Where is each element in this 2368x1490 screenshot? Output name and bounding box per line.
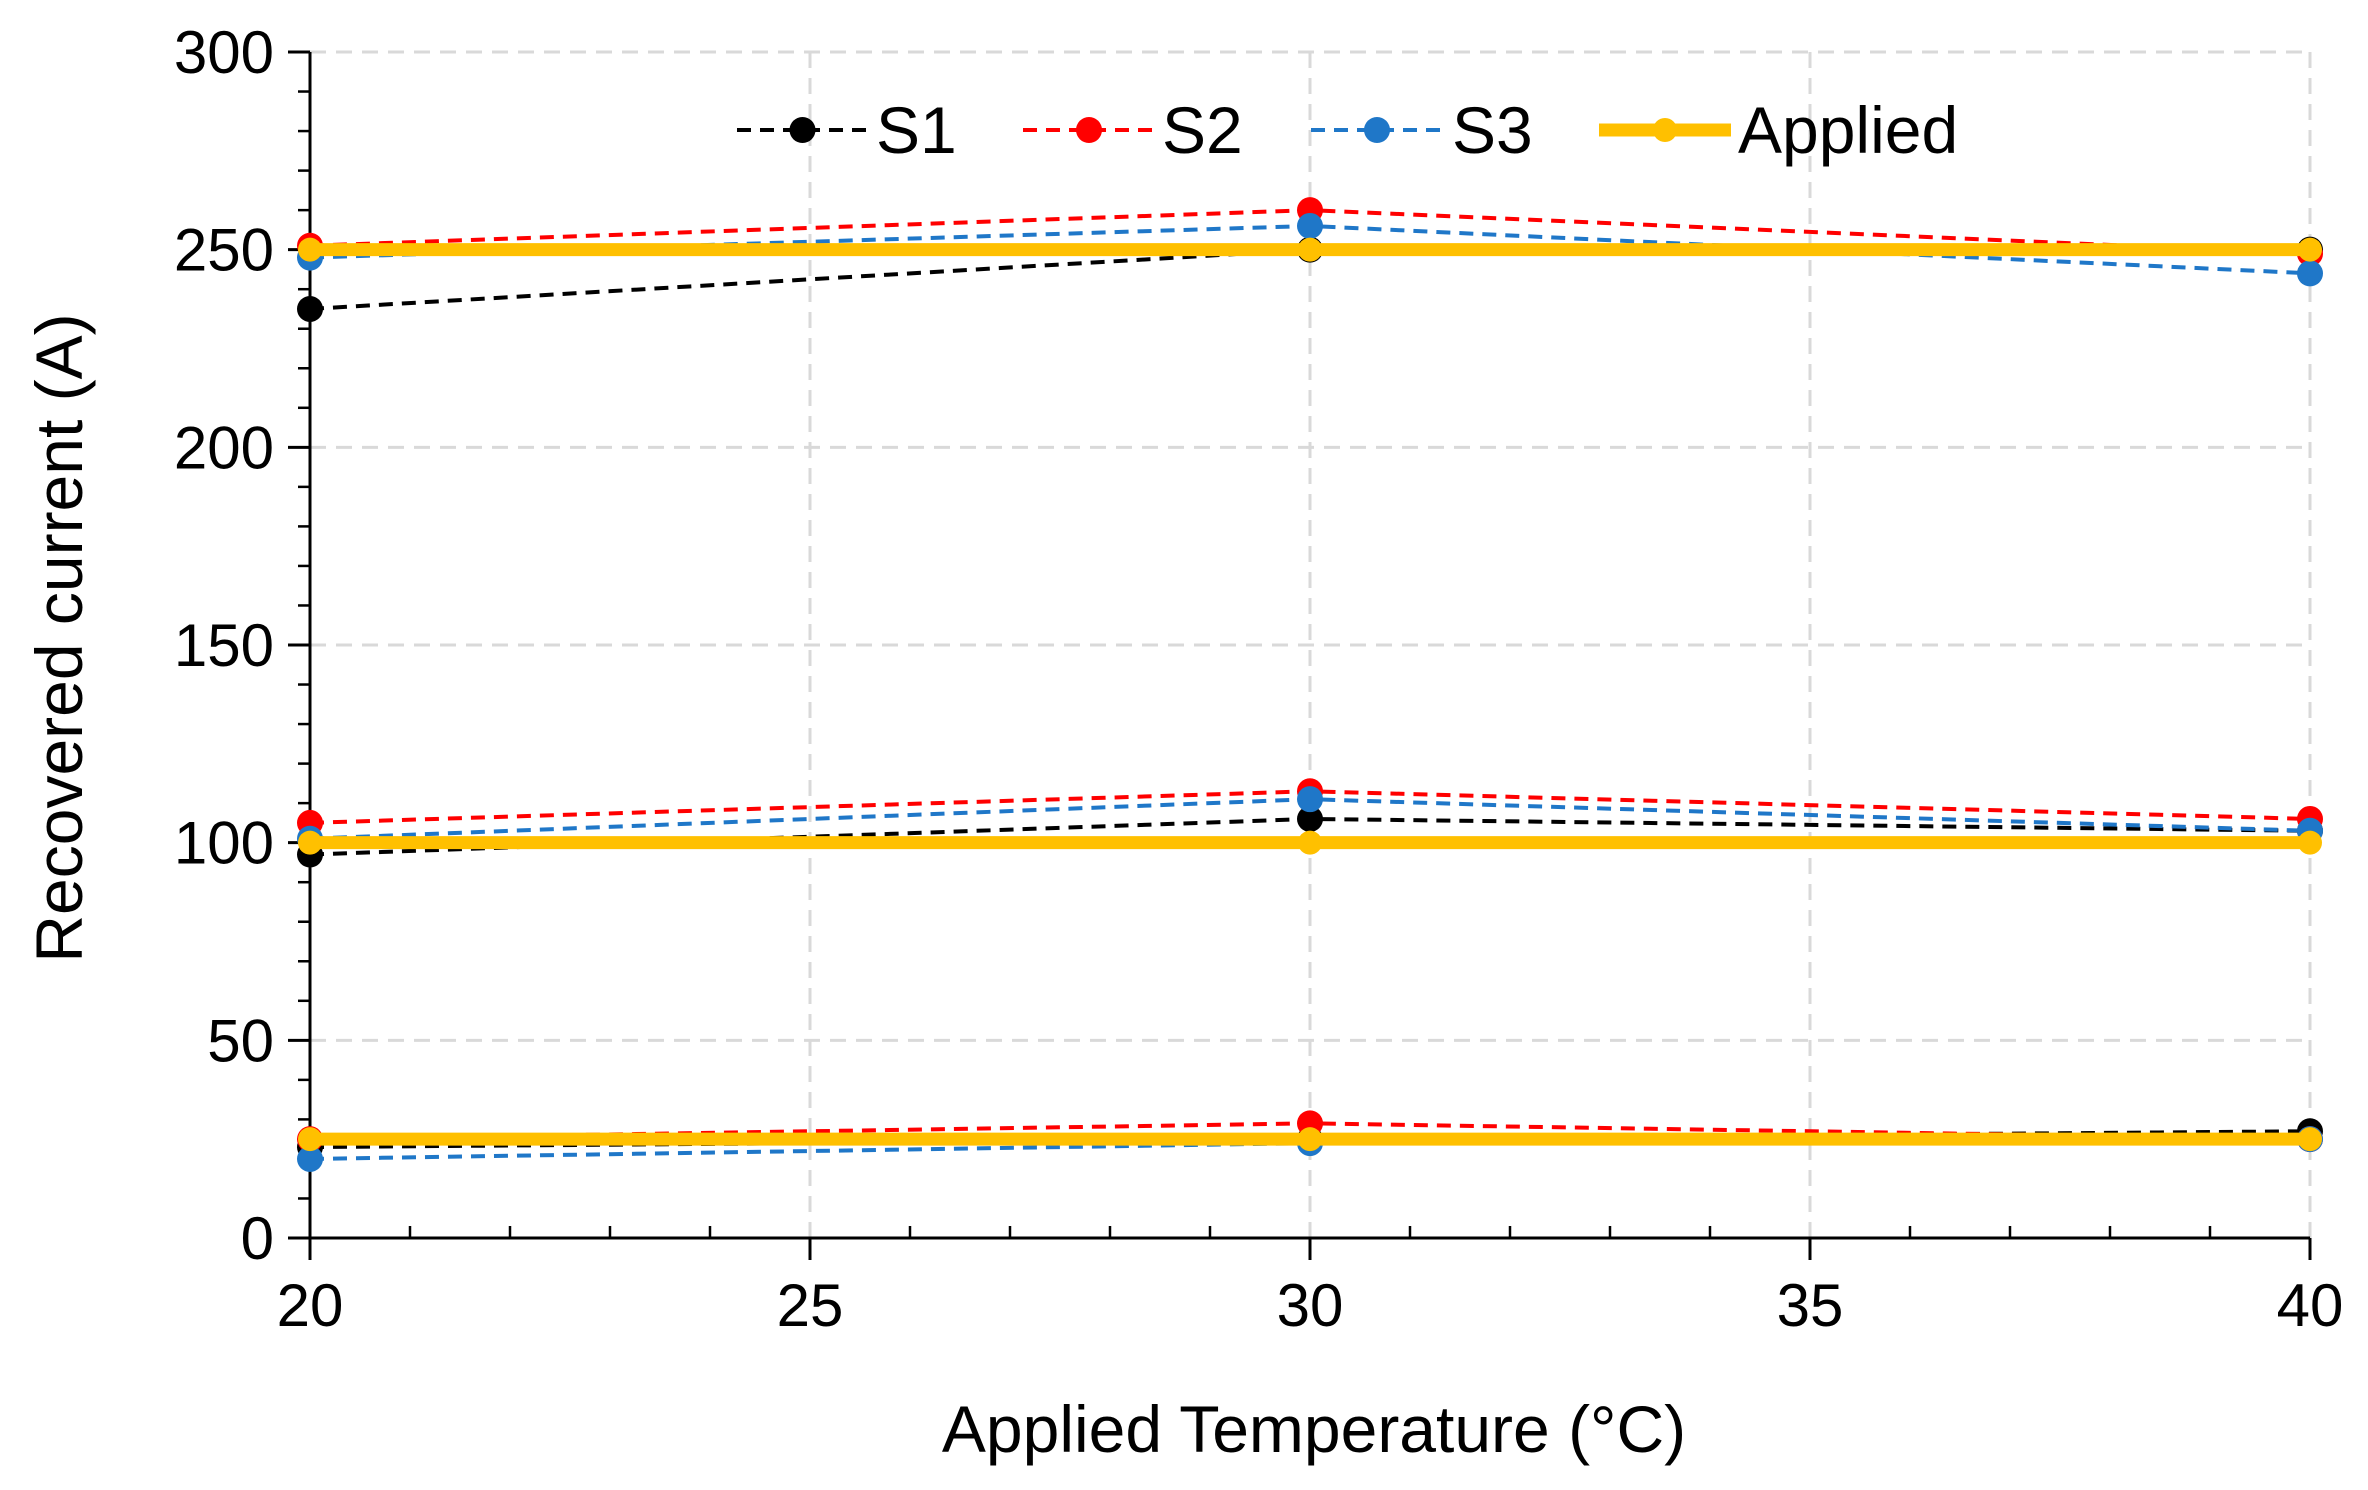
y-tick-label: 200: [174, 414, 274, 481]
data-point-applied: [1298, 1127, 1322, 1152]
data-point-applied: [2298, 830, 2322, 855]
legend-label-applied: Applied: [1738, 93, 1958, 167]
legend-item-applied: Applied: [1599, 93, 1958, 167]
data-point-s1: [297, 295, 323, 322]
legend-item-s2: S2: [1023, 93, 1243, 167]
legend-label-s1: S1: [876, 93, 957, 167]
x-tick-label: 20: [277, 1272, 344, 1339]
y-tick-label: 300: [174, 19, 274, 86]
y-tick-label: 0: [241, 1205, 274, 1272]
data-point-applied: [1298, 237, 1322, 262]
data-point-s3: [1297, 786, 1323, 813]
tick-labels: 20 25 30 35 40 0 50 100 150 200 250 300: [174, 19, 2343, 1339]
legend-marker-s3: [1364, 117, 1390, 143]
legend-label-s3: S3: [1452, 93, 1533, 167]
data-point-s3: [297, 1145, 323, 1172]
x-tick-label: 25: [777, 1272, 844, 1339]
data-point-s3: [1297, 212, 1323, 239]
legend-marker-s1: [789, 117, 816, 143]
data-point-applied: [298, 1127, 322, 1152]
data-point-applied: [2298, 1127, 2322, 1152]
x-axis-title: Applied Temperature (°C): [942, 1392, 1686, 1466]
legend-item-s1: S1: [737, 93, 957, 167]
series-applied: [298, 237, 2322, 1152]
legend: S1 S2 S3 Applied: [737, 93, 1958, 167]
x-tick-label: 30: [1277, 1272, 1344, 1339]
data-point-applied: [1298, 830, 1322, 855]
x-tick-label: 35: [1777, 1272, 1844, 1339]
data-point-applied: [298, 237, 322, 262]
legend-label-s2: S2: [1162, 93, 1243, 167]
y-tick-label: 100: [174, 810, 274, 877]
x-tick-label: 40: [2277, 1272, 2344, 1339]
legend-item-s3: S3: [1311, 93, 1533, 167]
y-axis-title: Recovered current (A): [22, 313, 96, 962]
data-point-applied: [2298, 237, 2322, 262]
data-point-applied: [298, 830, 322, 855]
series-layer: [297, 197, 2323, 1172]
legend-marker-applied: [1653, 118, 1677, 142]
data-point-s3: [2297, 260, 2323, 287]
y-tick-label: 150: [174, 612, 274, 679]
y-tick-label: 250: [174, 217, 274, 284]
data-point-s1: [1297, 805, 1323, 832]
axes: [288, 50, 2312, 1260]
y-tick-label: 50: [207, 1007, 274, 1074]
legend-marker-s2: [1076, 117, 1102, 143]
